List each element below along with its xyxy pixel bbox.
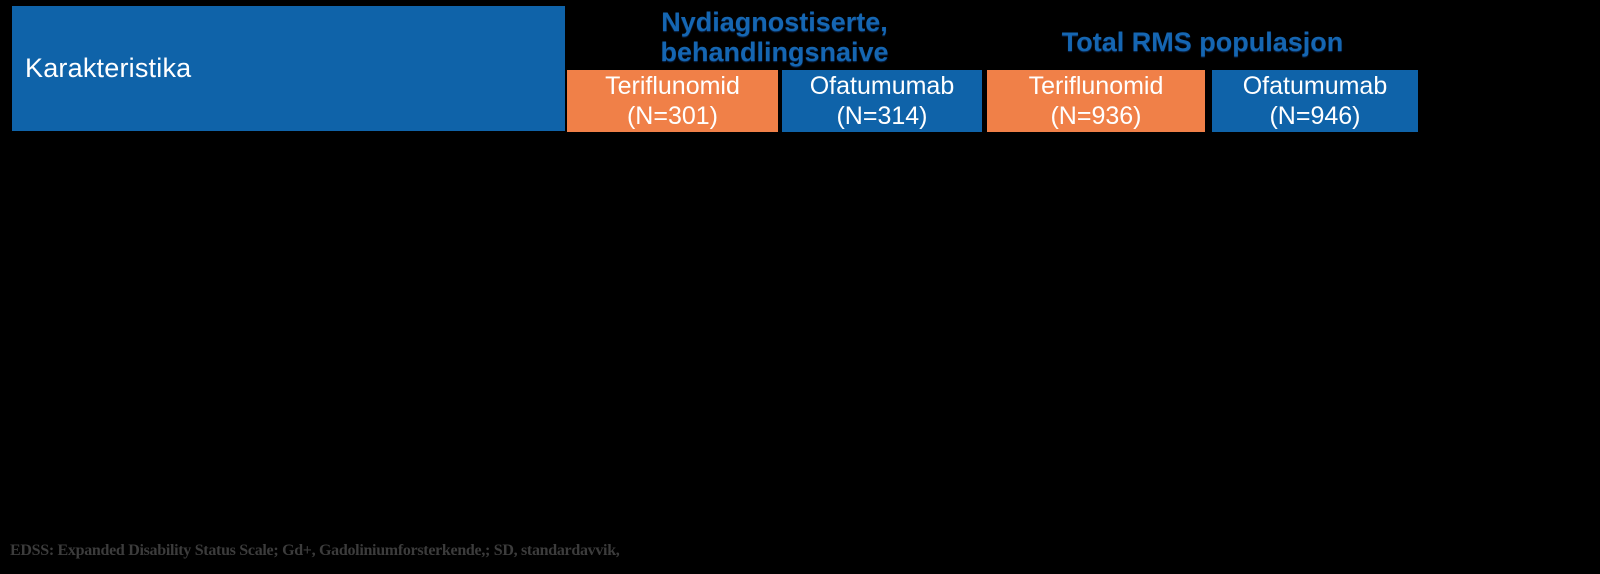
corner-header-cell: Karakteristika [12, 6, 565, 131]
group-header-total-rms: Total RMS populasjon [987, 6, 1418, 68]
column-sample-size: (N=314) [836, 102, 928, 130]
group-header-newly-diagnosed-line1: Nydiagnostiserte, [661, 7, 888, 37]
footnote: EDSS: Expanded Disability Status Scale; … [10, 542, 620, 559]
column-sample-size: (N=946) [1269, 102, 1361, 130]
column-sample-size: (N=936) [1050, 102, 1142, 130]
corner-header-label: Karakteristika [25, 53, 192, 83]
column-drug-name: Ofatumumab [809, 72, 955, 100]
table-body-region [0, 132, 1600, 532]
column-header-ofatumumab-n946: Ofatumumab (N=946) [1212, 70, 1418, 132]
column-drug-name: Teriflunomid [605, 72, 740, 100]
column-drug-name: Teriflunomid [1028, 72, 1164, 100]
column-drug-name: Ofatumumab [1242, 72, 1388, 100]
group-header-newly-diagnosed-line2: behandlingsnaive [660, 37, 889, 67]
column-header-teriflunomid-n301: Teriflunomid (N=301) [567, 70, 778, 132]
column-sample-size: (N=301) [626, 102, 718, 130]
column-header-ofatumumab-n314: Ofatumumab (N=314) [782, 70, 982, 132]
group-header-newly-diagnosed: Nydiagnostiserte, behandlingsnaive [567, 6, 982, 68]
column-header-teriflunomid-n936: Teriflunomid (N=936) [987, 70, 1205, 132]
group-header-total-rms-line1: Total RMS populasjon [1061, 27, 1344, 57]
